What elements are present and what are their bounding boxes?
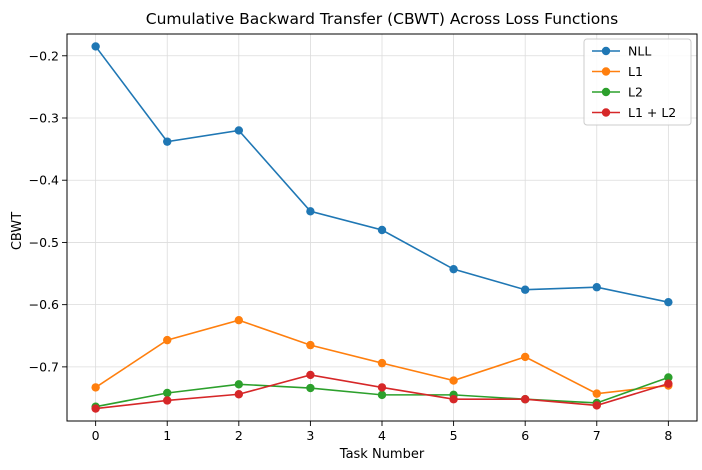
y-axis-label: CBWT bbox=[10, 212, 25, 250]
data-point bbox=[520, 352, 530, 362]
legend-item: L1 + L2 bbox=[592, 105, 676, 120]
data-point bbox=[163, 396, 172, 405]
data-point bbox=[377, 383, 387, 392]
legend-box bbox=[583, 38, 692, 126]
y-tick-label: −0.6 bbox=[29, 297, 59, 312]
legend-swatch-marker bbox=[601, 46, 611, 56]
data-point bbox=[234, 316, 244, 325]
data-point bbox=[377, 225, 387, 235]
x-tick-label: 7 bbox=[593, 428, 601, 443]
data-point bbox=[377, 390, 387, 400]
data-point bbox=[306, 340, 315, 350]
y-tick-label: −0.5 bbox=[29, 235, 59, 250]
x-tick-label: 2 bbox=[235, 428, 243, 443]
x-tick-label: 0 bbox=[92, 428, 100, 443]
legend-label: NLL bbox=[628, 44, 651, 59]
y-tick-label: −0.7 bbox=[29, 359, 59, 374]
data-point bbox=[306, 383, 315, 393]
series bbox=[91, 42, 673, 413]
x-tick-label: 4 bbox=[378, 428, 386, 443]
series-nll bbox=[91, 42, 673, 307]
data-point bbox=[664, 297, 673, 307]
data-point bbox=[664, 379, 673, 388]
data-point bbox=[234, 380, 244, 389]
legend-item: L1 bbox=[592, 64, 643, 79]
x-tick-label: 6 bbox=[521, 428, 529, 443]
data-point bbox=[91, 42, 100, 51]
axes: 0 1 2 3 4 5 6 7 8 −0.7 −0.6 −0.5 −0.4 −0.3 −0.2 bbox=[29, 33, 698, 443]
data-point bbox=[91, 404, 100, 413]
data-point bbox=[592, 401, 601, 410]
y-tick-label: −0.4 bbox=[29, 173, 59, 188]
legend-swatch-marker bbox=[601, 108, 611, 117]
data-point bbox=[520, 395, 530, 404]
data-point bbox=[449, 264, 458, 274]
legend: NLL L1 L2 L1 + L2 bbox=[583, 38, 692, 126]
data-point bbox=[449, 395, 458, 404]
x-tick-label: 3 bbox=[306, 428, 314, 443]
plot-frame bbox=[66, 33, 698, 422]
data-point bbox=[377, 358, 387, 368]
data-point bbox=[592, 389, 601, 398]
legend-swatch-marker bbox=[601, 87, 611, 97]
data-point bbox=[163, 335, 172, 345]
legend-item: NLL bbox=[592, 44, 651, 59]
data-point bbox=[449, 376, 458, 385]
x-tick-label: 5 bbox=[450, 428, 458, 443]
x-tick-label: 1 bbox=[163, 428, 171, 443]
data-point bbox=[306, 370, 315, 380]
series-l1 bbox=[91, 316, 673, 398]
data-point bbox=[234, 390, 244, 399]
data-point bbox=[592, 283, 601, 292]
data-point bbox=[163, 388, 172, 398]
data-point bbox=[163, 137, 172, 146]
legend-item: L2 bbox=[592, 85, 643, 100]
legend-swatch-marker bbox=[601, 67, 611, 76]
chart-title: Cumulative Backward Transfer (CBWT) Acro… bbox=[146, 10, 618, 28]
data-point bbox=[664, 373, 673, 382]
data-point bbox=[91, 383, 100, 392]
y-tick-label: −0.2 bbox=[29, 48, 59, 63]
y-tick-label: −0.3 bbox=[29, 110, 59, 125]
legend-label: L1 + L2 bbox=[628, 105, 676, 120]
x-axis-label: Task Number bbox=[339, 447, 425, 462]
data-point bbox=[234, 126, 244, 135]
x-tick-label: 8 bbox=[664, 428, 672, 443]
data-point bbox=[306, 207, 315, 216]
data-point bbox=[520, 285, 530, 294]
series-l1-l2 bbox=[91, 370, 673, 413]
legend-label: L2 bbox=[628, 85, 643, 100]
legend-label: L1 bbox=[628, 64, 643, 79]
